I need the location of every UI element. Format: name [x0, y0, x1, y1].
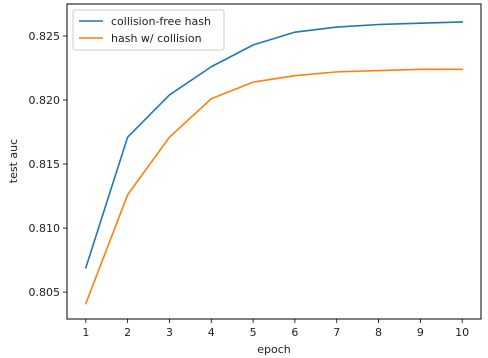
x-tick-label: 8 — [375, 326, 382, 339]
legend-label-collision-free: collision-free hash — [111, 15, 211, 28]
x-tick-label: 2 — [124, 326, 131, 339]
x-tick-label: 5 — [250, 326, 257, 339]
legend-box — [72, 9, 225, 51]
x-axis: 1 2 3 4 5 6 7 8 9 10 — [82, 319, 469, 339]
y-tick-label: 0.820 — [29, 94, 61, 107]
series-line-hash-with-collision — [84, 68, 463, 305]
x-tick-label: 4 — [208, 326, 215, 339]
plot-area — [66, 3, 482, 320]
y-tick-label: 0.825 — [29, 30, 61, 43]
x-tick-label: 6 — [291, 326, 298, 339]
y-tick-label: 0.815 — [29, 158, 61, 171]
x-axis-label: epoch — [257, 343, 291, 356]
y-axis-label: test auc — [7, 139, 20, 183]
x-tick-label: 7 — [333, 326, 340, 339]
y-tick-label: 0.805 — [29, 286, 61, 299]
x-tick-label: 10 — [455, 326, 469, 339]
x-tick-label: 9 — [417, 326, 424, 339]
y-axis: 0.805 0.810 0.815 0.820 0.825 — [29, 30, 67, 299]
y-tick-label: 0.810 — [29, 222, 61, 235]
legend: collision-free hash hash w/ collision — [72, 9, 225, 51]
x-tick-label: 1 — [82, 326, 89, 339]
legend-label-with-collision: hash w/ collision — [111, 32, 202, 45]
series-lines — [84, 21, 464, 305]
x-tick-label: 3 — [166, 326, 173, 339]
plot-frame — [66, 3, 482, 320]
series-line-collision-free-hash — [84, 21, 464, 269]
